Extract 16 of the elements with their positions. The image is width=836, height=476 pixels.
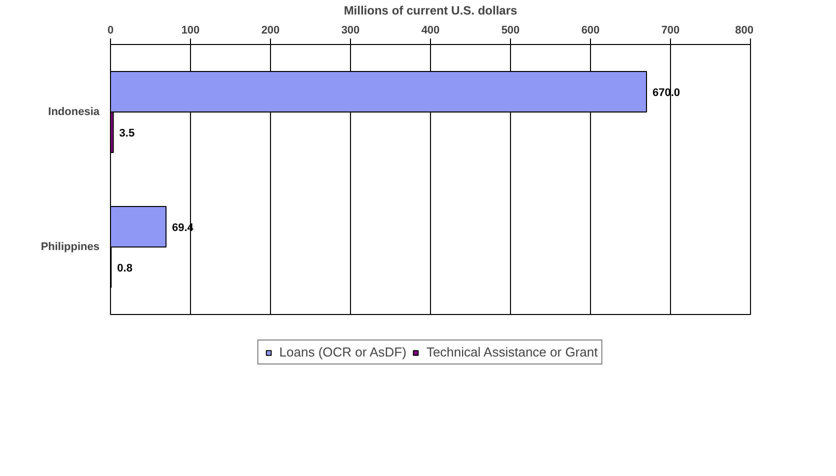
x-tick-label: 400 — [421, 24, 440, 36]
y-tick-label: Indonesia — [48, 106, 100, 118]
legend-label: Technical Assistance or Grant — [426, 344, 598, 360]
x-tick-label: 300 — [341, 24, 360, 36]
data-label: 3.5 — [119, 127, 135, 140]
x-tick-label: 800 — [735, 24, 754, 36]
x-tick-label: 100 — [181, 24, 200, 36]
x-tick-label: 700 — [661, 24, 680, 36]
legend-label: Loans (OCR or AsDF) — [279, 344, 406, 360]
x-tick-label: 0 — [107, 24, 114, 36]
x-tick-label: 200 — [261, 24, 280, 36]
x-tick-label: 500 — [501, 24, 520, 36]
y-tick-label: Philippines — [40, 241, 100, 253]
data-label: 0.8 — [117, 262, 132, 274]
x-axis-title: Millions of current U.S. dollars — [344, 4, 518, 18]
x-tick-label: 600 — [581, 24, 600, 36]
